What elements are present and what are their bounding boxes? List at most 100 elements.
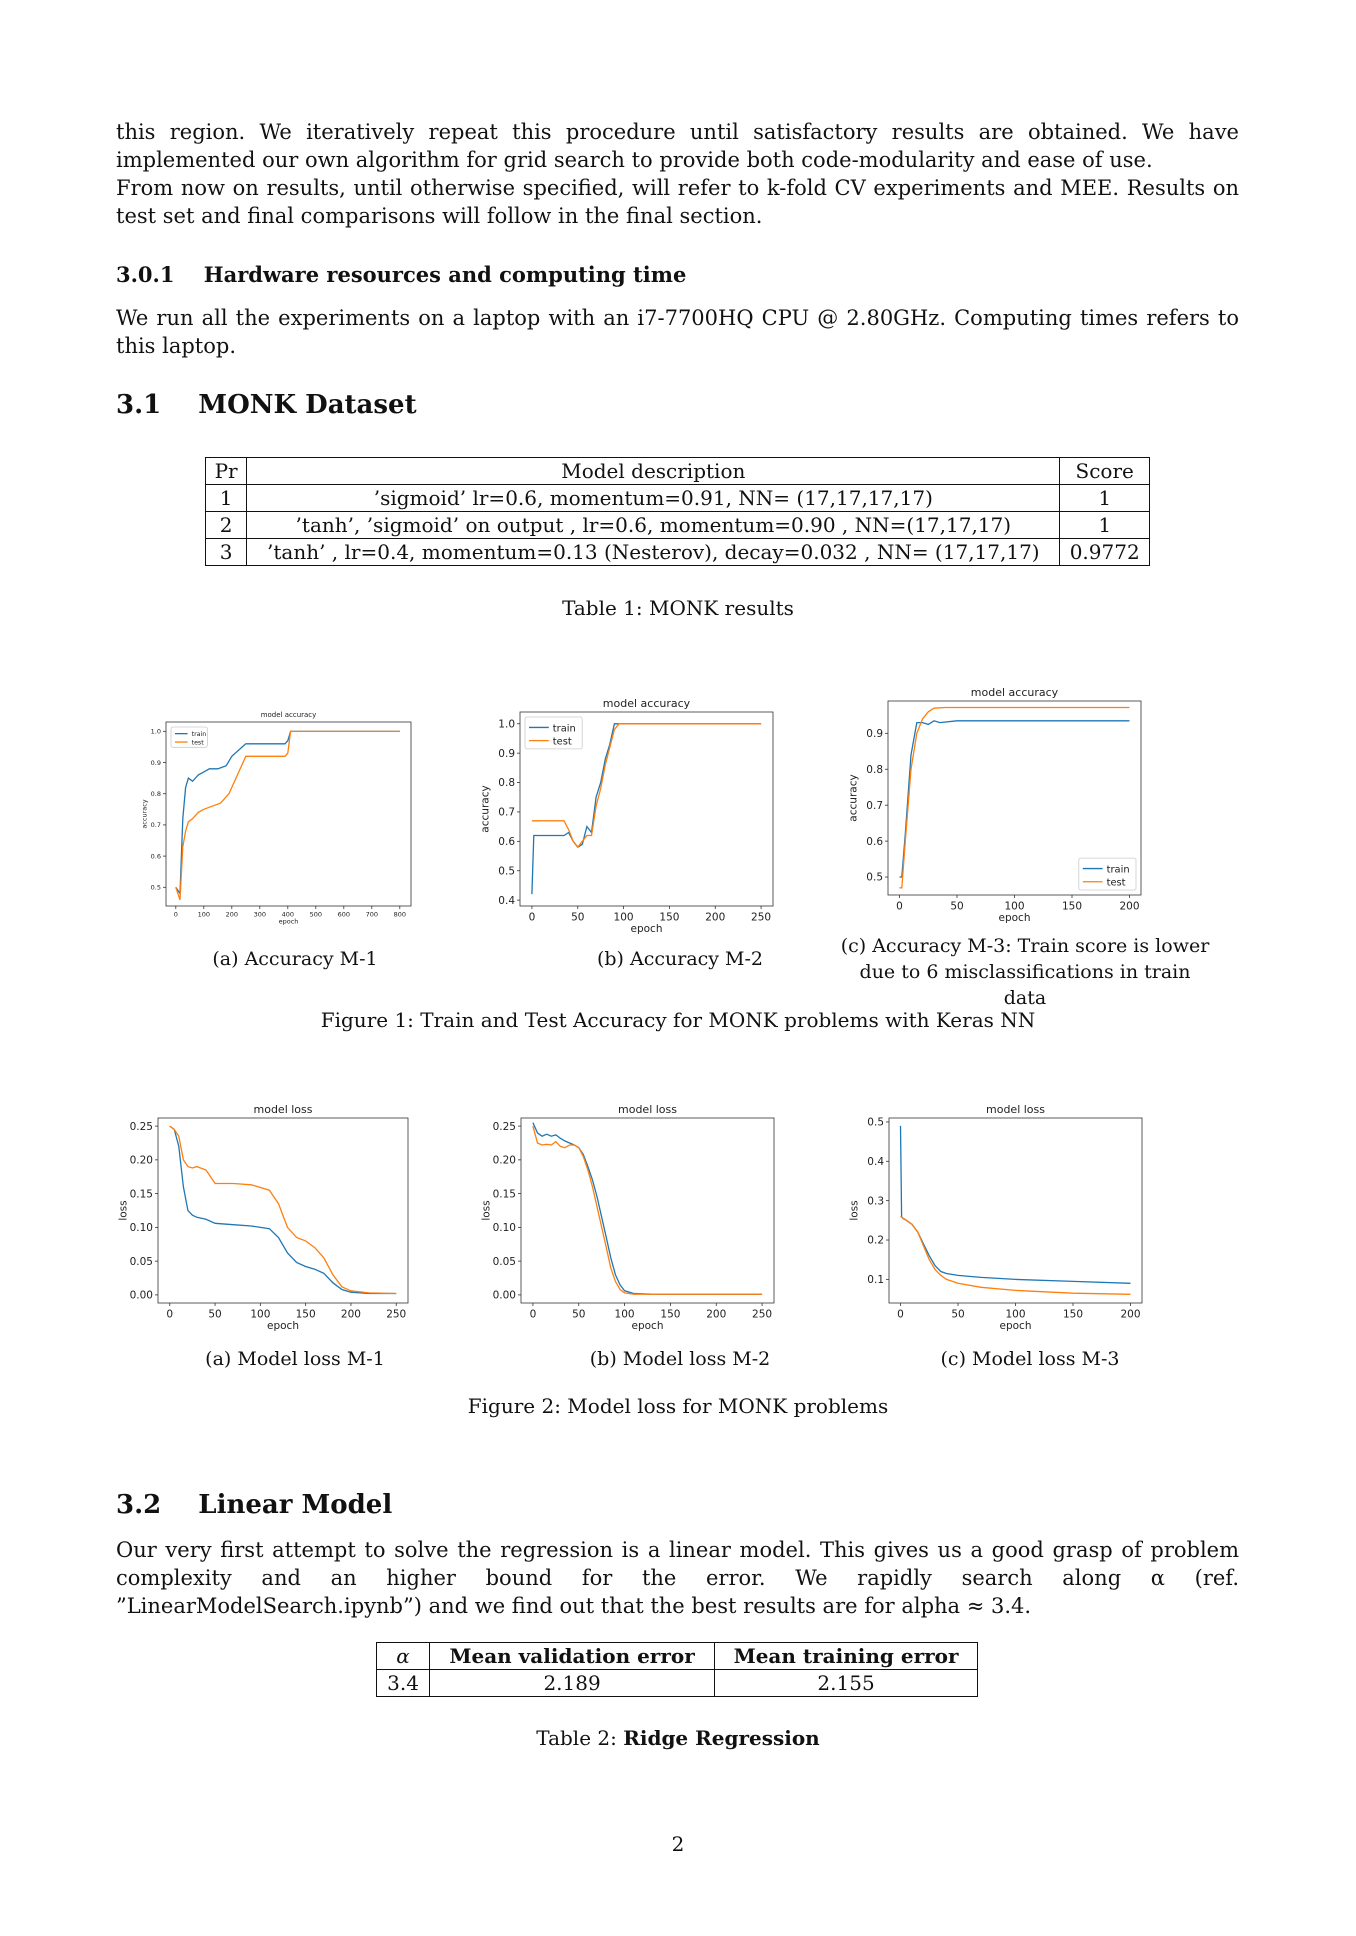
y-axis-label: loss xyxy=(118,1200,130,1220)
y-tick-label: 0.10 xyxy=(130,1222,153,1234)
x-tick-label: 150 xyxy=(660,1309,680,1321)
table-row: 3 ’tanh’ , lr=0.4, momentum=0.13 (Nester… xyxy=(204,538,1150,566)
x-tick-label: 200 xyxy=(1119,901,1139,913)
y-axis-label: accuracy xyxy=(848,774,860,821)
section-heading-monk: 3.1 MONK Dataset xyxy=(116,390,417,420)
y-axis-label: accuracy xyxy=(141,799,149,828)
table-header-cell: Model description xyxy=(246,457,1061,485)
y-tick-label: 0.05 xyxy=(493,1256,516,1268)
y-tick-label: 0.9 xyxy=(151,759,161,767)
y-tick-label: 0.20 xyxy=(493,1155,516,1167)
legend-label-test: test xyxy=(1107,878,1126,889)
x-tick-label: 200 xyxy=(1120,1309,1140,1321)
chart-loss-m2: model loss 0 50 100 150 200 250 0.00 0.05 0.10 0.1… xyxy=(481,1103,775,1332)
y-tick-label: 0.9 xyxy=(498,748,515,760)
y-tick-label: 0.6 xyxy=(151,852,161,860)
plot-frame xyxy=(519,711,774,907)
table-header-cell: Pr xyxy=(204,457,248,485)
x-axis-label: epoch xyxy=(631,923,663,935)
x-tick-label: 250 xyxy=(386,1309,406,1321)
chart-accuracy-m1: model accuracy 0 100 200 300 400 500 600 700 800 0… xyxy=(141,711,412,926)
x-tick-label: 0 xyxy=(897,1309,904,1321)
legend-label-train: train xyxy=(553,723,576,734)
table-cell: 3 xyxy=(204,538,248,566)
y-tick-label: 0.6 xyxy=(498,836,515,848)
figure1-subcaption-a: (a) Accuracy M-1 xyxy=(212,948,378,970)
x-tick-label: 500 xyxy=(310,911,322,919)
figure2-subcaption-c: (c) Model loss M-3 xyxy=(940,1348,1120,1370)
section-number: 3.0.1 xyxy=(116,262,175,287)
series-line-train xyxy=(175,730,400,896)
x-axis-label: epoch xyxy=(279,918,299,926)
y-tick-label: 0.8 xyxy=(498,777,515,789)
series-line-train xyxy=(532,1122,763,1295)
x-tick-label: 0 xyxy=(896,901,903,913)
y-tick-label: 0.20 xyxy=(130,1155,153,1167)
x-tick-label: 0 xyxy=(166,1309,173,1321)
x-tick-label: 800 xyxy=(394,911,406,919)
x-tick-label: 150 xyxy=(1062,901,1082,913)
series-line-train xyxy=(169,1125,397,1295)
table-cell: ’tanh’, ’sigmoid’ on output , lr=0.6, mo… xyxy=(246,511,1061,539)
y-tick-label: 0.4 xyxy=(498,895,515,907)
section-title: Hardware resources and computing time xyxy=(203,262,687,287)
legend-label-train: train xyxy=(192,731,207,738)
figure1-subcaption-b: (b) Accuracy M-2 xyxy=(596,948,764,970)
table-header-cell: Mean validation error xyxy=(429,1642,716,1670)
x-tick-label: 200 xyxy=(226,911,238,919)
section-title: MONK Dataset xyxy=(198,390,417,420)
monk-results-table: Pr Model description Score 1 ’sigmoid’ l… xyxy=(204,457,1150,566)
table-header-cell: Score xyxy=(1059,457,1150,485)
chart-loss-m1: model loss 0 50 100 150 200 250 0.00 0.05 0.10 0.1… xyxy=(118,1103,409,1332)
x-tick-label: 300 xyxy=(254,911,266,919)
y-tick-label: 0.7 xyxy=(498,807,515,819)
y-tick-label: 0.00 xyxy=(493,1290,516,1302)
section-title: Linear Model xyxy=(198,1490,393,1520)
y-tick-label: 1.0 xyxy=(151,728,161,736)
series-line-test xyxy=(175,730,400,901)
y-tick-label: 1.0 xyxy=(498,718,515,730)
chart-accuracy-m2: model accuracy 0 50 100 150 200 250 0.4 0.5 0.6 0.… xyxy=(480,697,774,935)
x-axis-label: epoch xyxy=(267,1320,299,1332)
x-axis-label: epoch xyxy=(632,1320,664,1332)
series-line-test xyxy=(532,1125,763,1295)
series-line-test xyxy=(169,1125,397,1295)
y-axis-label: loss xyxy=(481,1200,493,1220)
chart-title: model accuracy xyxy=(603,697,691,710)
section-heading-linear-model: 3.2 Linear Model xyxy=(116,1490,392,1520)
table-header-cell: α xyxy=(375,1642,431,1670)
x-tick-label: 200 xyxy=(341,1309,361,1321)
y-tick-label: 0.1 xyxy=(867,1274,884,1286)
y-tick-label: 0.05 xyxy=(130,1256,153,1268)
plot-frame xyxy=(520,1117,775,1304)
x-tick-label: 0 xyxy=(174,911,178,919)
chart-title: model accuracy xyxy=(971,686,1059,699)
x-tick-label: 150 xyxy=(1063,1309,1083,1321)
figure1-subcaption-c: (c) Accuracy M-3: Train score is lower d… xyxy=(840,935,1210,1009)
table-cell: 2.189 xyxy=(429,1669,716,1697)
y-tick-label: 0.5 xyxy=(151,884,161,892)
y-tick-label: 0.10 xyxy=(493,1222,516,1234)
figure2-subcaption-b: (b) Model loss M-2 xyxy=(589,1348,771,1370)
table-cell: 3.4 xyxy=(375,1669,431,1697)
series-line-train xyxy=(899,720,1130,878)
table-row: 1 ’sigmoid’ lr=0.6, momentum=0.91, NN= (… xyxy=(204,484,1150,512)
table-row: 2 ’tanh’, ’sigmoid’ on output , lr=0.6, … xyxy=(204,511,1150,539)
x-tick-label: 700 xyxy=(366,911,378,919)
y-tick-label: 0.2 xyxy=(867,1235,884,1247)
y-tick-label: 0.25 xyxy=(493,1121,516,1133)
section-heading-hardware: 3.0.1 Hardware resources and computing t… xyxy=(116,262,686,287)
x-tick-label: 50 xyxy=(571,912,584,924)
x-tick-label: 150 xyxy=(659,912,679,924)
x-tick-label: 250 xyxy=(752,1309,772,1321)
x-axis-label: epoch xyxy=(1000,1320,1032,1332)
y-tick-label: 0.4 xyxy=(867,1156,884,1168)
section-number: 3.2 xyxy=(116,1490,162,1520)
x-tick-label: 100 xyxy=(1005,1309,1025,1321)
series-line-train xyxy=(899,1125,1131,1284)
series-line-test xyxy=(900,1215,1131,1295)
x-tick-label: 600 xyxy=(338,911,350,919)
table1-caption: Table 1: MONK results xyxy=(562,596,794,620)
x-axis-label: epoch xyxy=(999,912,1031,924)
legend-label-train: train xyxy=(1107,864,1130,875)
